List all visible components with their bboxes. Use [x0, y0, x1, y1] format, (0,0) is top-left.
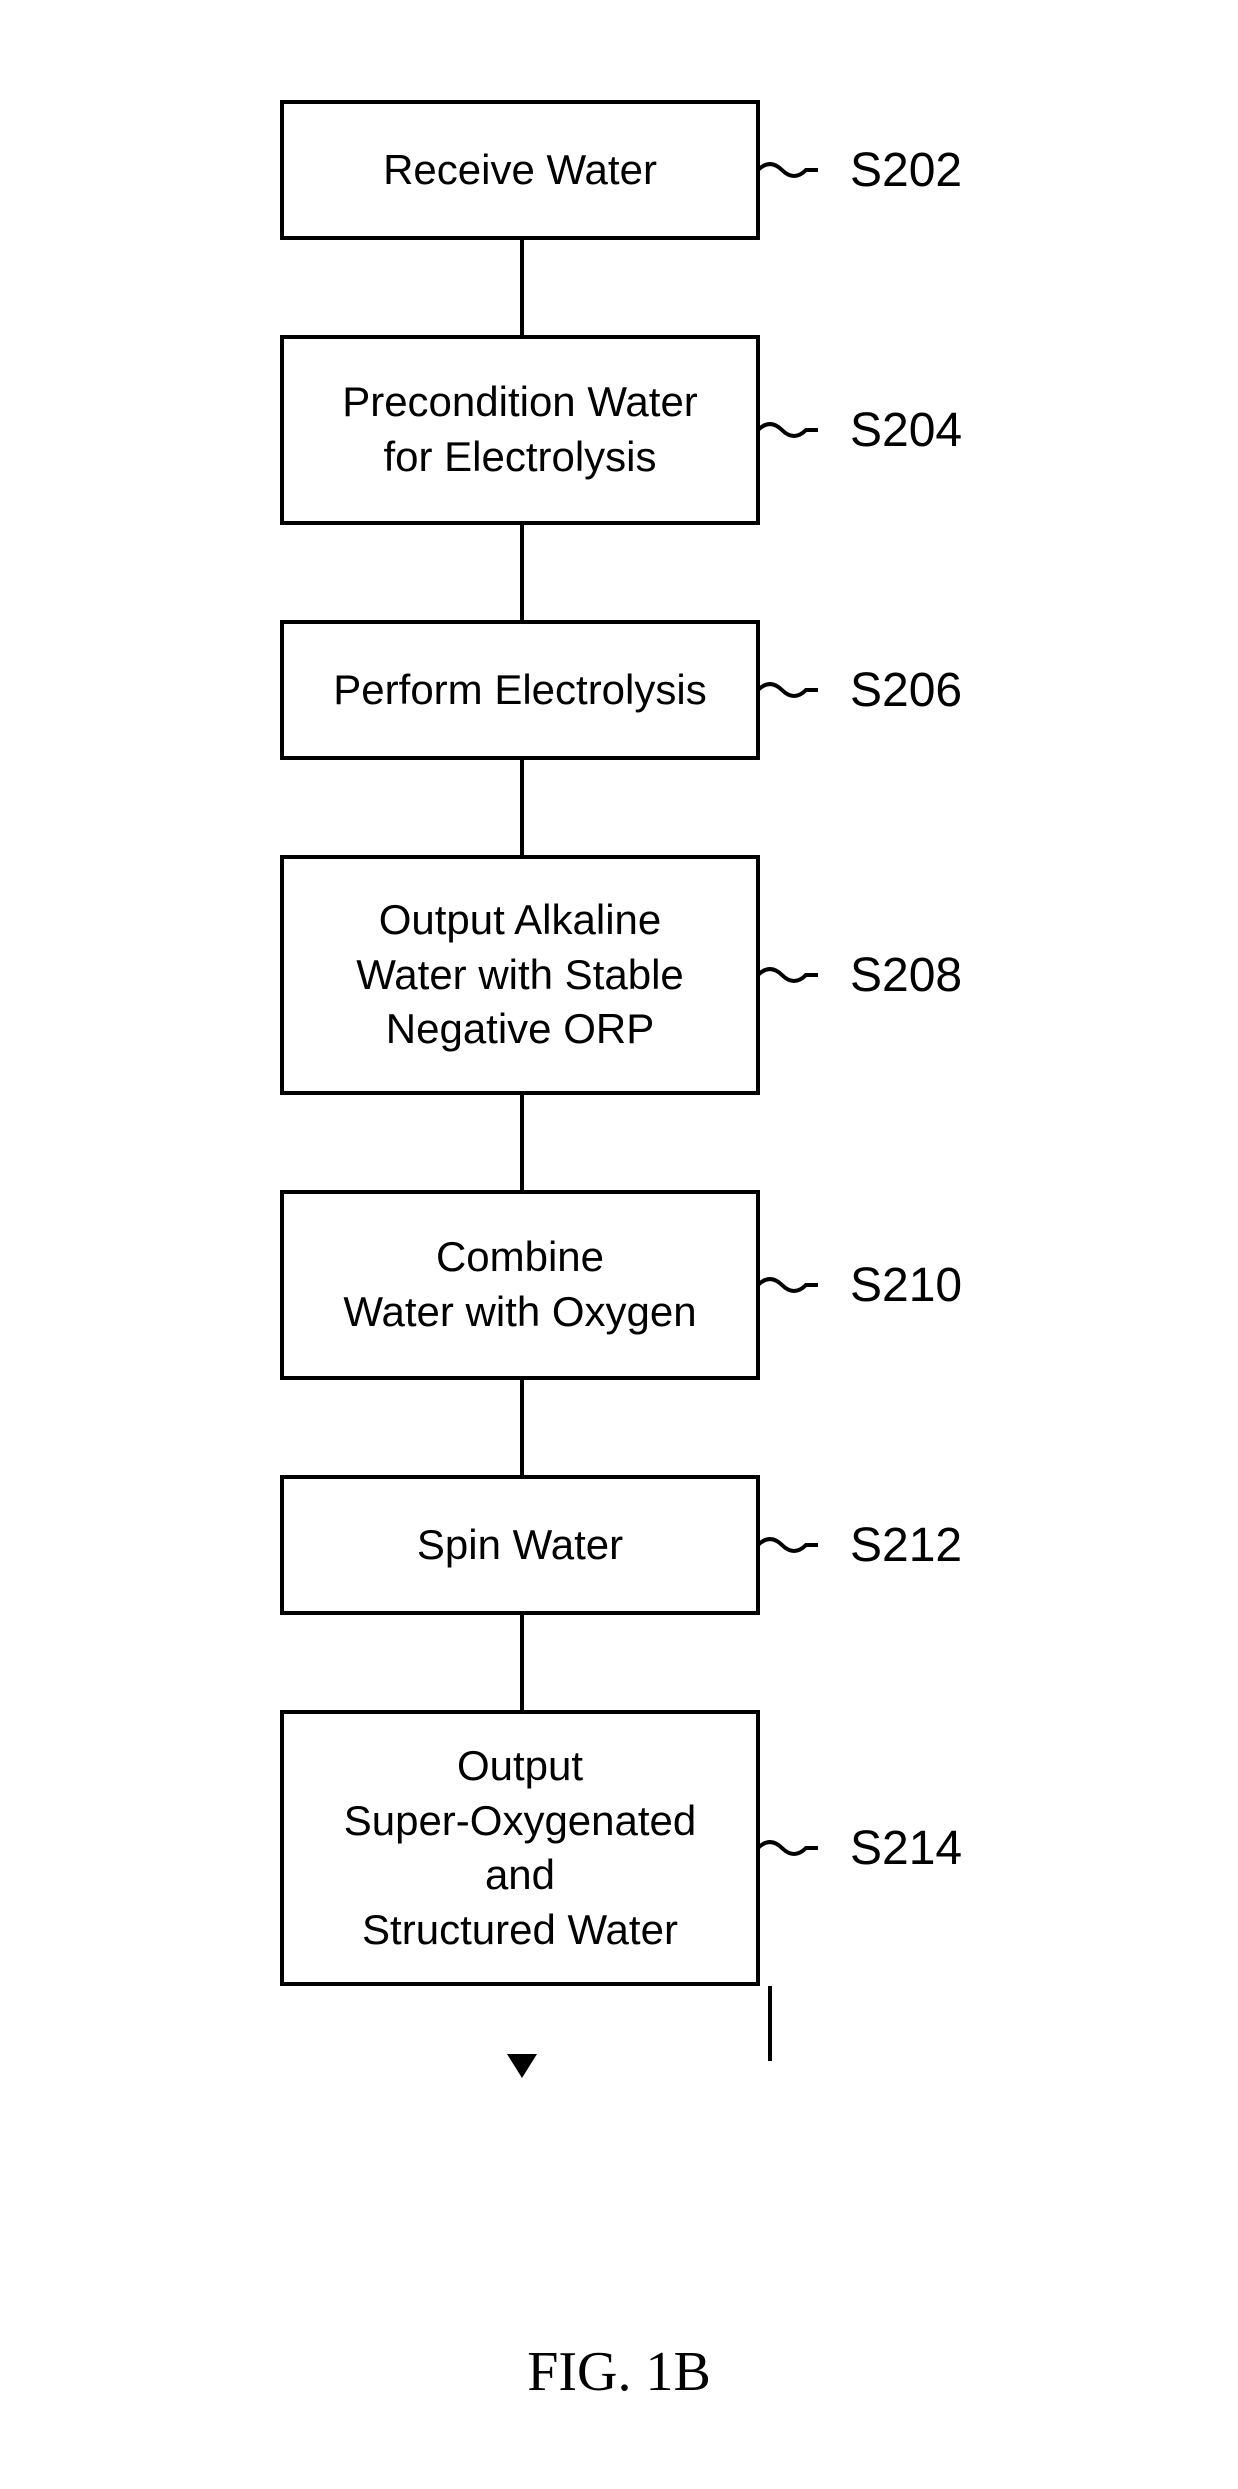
step-label-6: S214	[850, 1821, 962, 1876]
flow-step-0: Receive Water S202	[220, 100, 1020, 240]
flowchart-container: Receive Water S202 Precondition Waterfor E…	[220, 100, 1020, 2076]
flow-step-1: Precondition Waterfor Electrolysis S204	[220, 335, 1020, 525]
step-box-5: Spin Water	[280, 1475, 760, 1615]
step-box-3: Output AlkalineWater with StableNegative…	[280, 855, 760, 1095]
step-label-0: S202	[850, 143, 962, 198]
step-label-2: S206	[850, 663, 962, 718]
flow-step-2: Perform Electrolysis S206	[220, 620, 1020, 760]
step-box-0: Receive Water	[280, 100, 760, 240]
step-box-6: OutputSuper-Oxygenated andStructured Wat…	[280, 1710, 760, 1986]
flow-step-4: CombineWater with Oxygen S210	[220, 1190, 1020, 1380]
label-connector-1	[760, 335, 820, 525]
flow-step-3: Output AlkalineWater with StableNegative…	[220, 855, 1020, 1095]
arrow-down-1	[520, 525, 524, 620]
step-text-0: Receive Water	[383, 143, 657, 198]
step-text-1: Precondition Waterfor Electrolysis	[342, 375, 698, 484]
flow-step-5: Spin Water S212	[220, 1475, 1020, 1615]
figure-label: FIG. 1B	[0, 2340, 1238, 2404]
label-connector-4	[760, 1190, 820, 1380]
label-connector-3	[760, 855, 820, 1095]
step-label-5: S212	[850, 1518, 962, 1573]
arrow-down-3	[520, 1095, 524, 1190]
step-box-1: Precondition Waterfor Electrolysis	[280, 335, 760, 525]
step-box-2: Perform Electrolysis	[280, 620, 760, 760]
step-text-2: Perform Electrolysis	[333, 663, 706, 718]
label-connector-2	[760, 620, 820, 760]
step-label-3: S208	[850, 948, 962, 1003]
step-text-3: Output AlkalineWater with StableNegative…	[356, 893, 684, 1057]
arrowhead-icon	[507, 2054, 537, 2078]
label-connector-6	[760, 1728, 820, 1968]
step-label-1: S204	[850, 403, 962, 458]
step-text-5: Spin Water	[417, 1518, 623, 1573]
flow-step-6: OutputSuper-Oxygenated andStructured Wat…	[220, 1710, 1020, 1986]
step-box-4: CombineWater with Oxygen	[280, 1190, 760, 1380]
label-connector-5	[760, 1475, 820, 1615]
arrow-down-2	[520, 760, 524, 855]
arrow-down-4	[520, 1380, 524, 1475]
label-connector-0	[760, 100, 820, 240]
step-text-6: OutputSuper-Oxygenated andStructured Wat…	[304, 1739, 736, 1957]
arrow-down-0	[520, 240, 524, 335]
arrow-down-5	[520, 1615, 524, 1710]
step-text-4: CombineWater with Oxygen	[343, 1230, 696, 1339]
step-label-4: S210	[850, 1258, 962, 1313]
final-arrow	[520, 1986, 1020, 2076]
